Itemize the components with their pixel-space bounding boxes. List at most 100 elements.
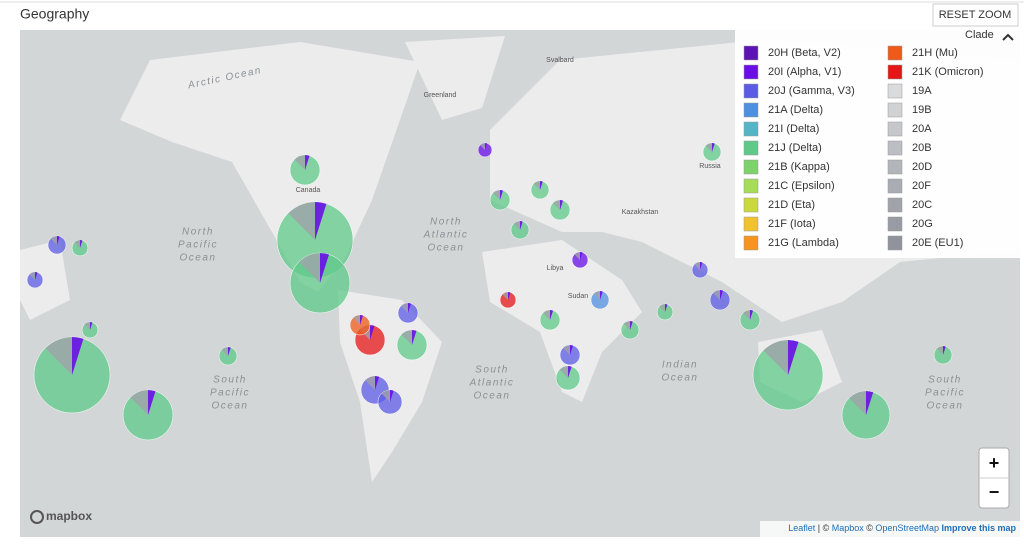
pie-slice[interactable] xyxy=(623,321,630,330)
pie-slice[interactable] xyxy=(408,303,411,313)
pie-slice[interactable] xyxy=(221,347,228,356)
legend-swatch[interactable] xyxy=(743,64,759,80)
attribution-part[interactable]: Mapbox xyxy=(832,523,865,533)
legend-label[interactable]: 21H (Mu) xyxy=(912,47,958,59)
pie-slice[interactable] xyxy=(57,236,60,245)
legend-label[interactable]: 20C xyxy=(912,199,932,211)
pie-slice[interactable] xyxy=(508,292,511,300)
legend-label[interactable]: 20E (EU1) xyxy=(912,237,963,249)
attribution-part[interactable]: Improve this map xyxy=(939,523,1017,533)
legend-swatch[interactable] xyxy=(887,140,903,156)
legend-label[interactable]: 20B xyxy=(912,142,932,154)
pie-slice[interactable] xyxy=(305,155,310,170)
pie-slice[interactable] xyxy=(360,315,363,325)
pie-slice[interactable] xyxy=(943,346,946,355)
pie-slice[interactable] xyxy=(148,390,156,415)
pie-slice[interactable] xyxy=(72,337,84,375)
legend-swatch[interactable] xyxy=(743,121,759,137)
attribution-part[interactable]: OpenStreetMap xyxy=(875,523,939,533)
pie-slice[interactable] xyxy=(130,390,149,415)
pie-slice[interactable] xyxy=(712,143,715,152)
pie-slice[interactable] xyxy=(390,390,394,402)
legend-swatch[interactable] xyxy=(743,216,759,232)
pie-slice[interactable] xyxy=(502,292,508,300)
legend-label[interactable]: 19A xyxy=(912,85,932,97)
legend-swatch[interactable] xyxy=(887,197,903,213)
pie-slice[interactable] xyxy=(90,322,93,330)
pie-slice[interactable] xyxy=(659,304,665,312)
legend-label[interactable]: 20H (Beta, V2) xyxy=(768,47,841,59)
pie-slice[interactable] xyxy=(74,240,80,248)
legend-label[interactable]: 19B xyxy=(912,104,932,116)
legend-label[interactable]: 20G xyxy=(912,218,933,230)
mapbox-logo[interactable]: mapbox xyxy=(46,509,92,523)
legend-swatch[interactable] xyxy=(887,159,903,175)
zoom-out[interactable]: − xyxy=(989,482,1000,502)
pie-slice[interactable] xyxy=(35,272,38,280)
legend-swatch[interactable] xyxy=(743,45,759,61)
pie-slice[interactable] xyxy=(320,253,329,283)
legend-swatch[interactable] xyxy=(743,159,759,175)
pie-slice[interactable] xyxy=(560,200,563,210)
legend-label[interactable]: 20J (Gamma, V3) xyxy=(768,85,855,97)
legend-label[interactable]: 21C (Epsilon) xyxy=(768,180,835,192)
pie-slice[interactable] xyxy=(513,221,520,230)
pie-slice[interactable] xyxy=(563,345,570,355)
legend-label[interactable]: 21D (Eta) xyxy=(768,199,815,211)
reset-zoom-button[interactable] xyxy=(932,3,1019,27)
pie-slice[interactable] xyxy=(500,190,503,200)
pie-slice[interactable] xyxy=(550,310,553,320)
legend-label[interactable]: 21B (Kappa) xyxy=(768,161,830,173)
pie-slice[interactable] xyxy=(315,202,327,240)
pie-slice[interactable] xyxy=(694,262,700,270)
pie-slice[interactable] xyxy=(743,310,750,320)
pie-slice[interactable] xyxy=(353,315,360,325)
pie-slice[interactable] xyxy=(866,391,874,415)
pie-slice[interactable] xyxy=(45,337,72,375)
pie-slice[interactable] xyxy=(936,346,943,355)
legend-label[interactable]: 21I (Delta) xyxy=(768,123,819,135)
pie-slice[interactable] xyxy=(559,366,568,378)
pie-slice[interactable] xyxy=(630,321,633,330)
legend-swatch[interactable] xyxy=(743,178,759,194)
pie-slice[interactable] xyxy=(381,390,390,402)
legend-swatch[interactable] xyxy=(743,235,759,251)
pie-slice[interactable] xyxy=(412,330,417,345)
pie-slice[interactable] xyxy=(375,376,380,390)
pie-slice[interactable] xyxy=(540,181,543,190)
legend-label[interactable]: 21A (Delta) xyxy=(768,104,823,116)
legend-swatch[interactable] xyxy=(743,197,759,213)
pie-slice[interactable] xyxy=(553,200,560,210)
pie-slice[interactable] xyxy=(288,202,315,240)
pie-slice[interactable] xyxy=(401,330,413,345)
pie-slice[interactable] xyxy=(370,325,375,340)
pie-slice[interactable] xyxy=(570,345,573,355)
legend-title[interactable]: Clade xyxy=(965,29,994,41)
pie-slice[interactable] xyxy=(365,376,375,390)
pie-slice[interactable] xyxy=(520,221,523,230)
pie-slice[interactable] xyxy=(401,303,408,313)
pie-slice[interactable] xyxy=(485,143,488,150)
pie-slice[interactable] xyxy=(80,240,83,248)
legend-swatch[interactable] xyxy=(887,235,903,251)
pie-slice[interactable] xyxy=(228,347,231,356)
pie-slice[interactable] xyxy=(763,340,789,375)
legend-label[interactable]: 21F (Iota) xyxy=(768,218,816,230)
legend-label[interactable]: 21K (Omicron) xyxy=(912,66,984,78)
legend-collapse-icon[interactable] xyxy=(1002,33,1014,41)
pie-slice[interactable] xyxy=(568,366,572,378)
legend-swatch[interactable] xyxy=(743,102,759,118)
legend-label[interactable]: 21G (Lambda) xyxy=(768,237,839,249)
pie-slice[interactable] xyxy=(574,252,580,260)
pie-slice[interactable] xyxy=(713,290,720,300)
pie-slice[interactable] xyxy=(29,272,35,280)
reset-zoom-label[interactable]: RESET ZOOM xyxy=(939,9,1012,21)
pie-slice[interactable] xyxy=(480,143,485,150)
zoom-in[interactable]: + xyxy=(989,453,1000,473)
pie-slice[interactable] xyxy=(543,310,550,320)
pie-slice[interactable] xyxy=(493,190,500,200)
legend-swatch[interactable] xyxy=(887,216,903,232)
legend-label[interactable]: 20A xyxy=(912,123,932,135)
legend-swatch[interactable] xyxy=(743,83,759,99)
pie-slice[interactable] xyxy=(700,262,703,270)
